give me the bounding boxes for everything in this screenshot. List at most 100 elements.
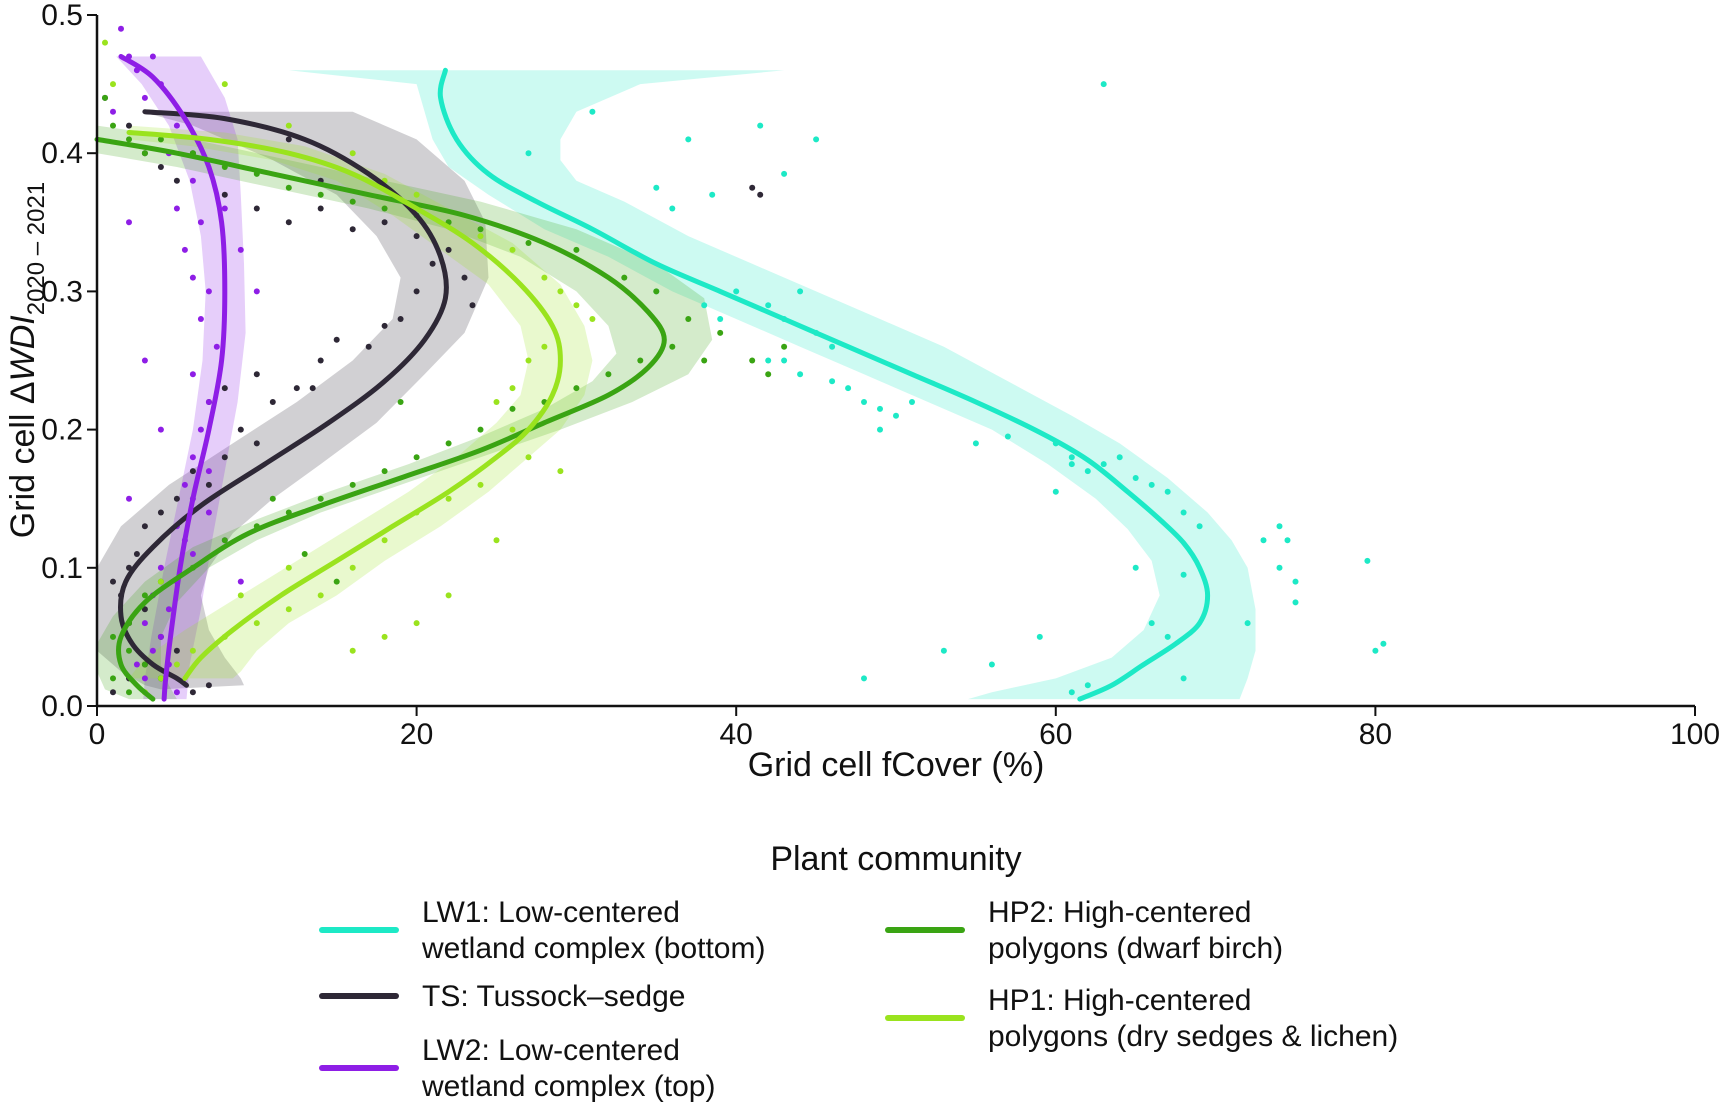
- hp1-point: [557, 288, 564, 295]
- lw2-point: [118, 25, 124, 32]
- y-tick-label: 0.2: [41, 414, 83, 447]
- lw2-point: [173, 205, 180, 212]
- hp1-point: [525, 454, 532, 461]
- hp1-point: [381, 537, 388, 544]
- hp1-point: [509, 246, 516, 253]
- lw1-point: [1284, 537, 1291, 544]
- lw2-point: [149, 53, 156, 60]
- lw2-point: [157, 564, 164, 571]
- hp1-point: [285, 564, 292, 571]
- y-axis-title-prefix: Grid cell Δ: [4, 381, 42, 538]
- hp2-point: [381, 205, 388, 212]
- lw1-point: [685, 136, 692, 143]
- x-tick-label: 80: [1359, 718, 1392, 751]
- ts-point: [285, 136, 292, 143]
- x-tick-label: 0: [89, 718, 106, 751]
- ts-point: [173, 177, 180, 184]
- ts-point: [397, 316, 404, 322]
- lw1-point: [781, 357, 788, 364]
- ts-point: [757, 191, 764, 198]
- ts-point: [381, 322, 388, 329]
- x-tick-label: 40: [720, 718, 753, 751]
- lw2-point: [197, 219, 204, 226]
- y-tick-label: 0.1: [41, 552, 83, 585]
- hp2-point: [413, 454, 420, 461]
- lw1-point: [1164, 488, 1171, 495]
- hp2-point: [573, 246, 580, 253]
- lw1-point: [1036, 633, 1043, 640]
- hp2-point: [141, 592, 148, 599]
- lw1-point: [909, 399, 915, 405]
- ts-point: [253, 440, 260, 447]
- hp2-point: [317, 191, 324, 198]
- legend-label-lw1: LW1: Low-centered: [422, 896, 680, 929]
- ts-point: [333, 336, 340, 343]
- hp2-point: [781, 343, 788, 350]
- hp1-point: [173, 661, 180, 668]
- hp1-point: [189, 647, 196, 654]
- hp1-point: [237, 592, 244, 599]
- hp2-point: [445, 440, 452, 447]
- lw1-point: [765, 357, 772, 364]
- ts-point: [173, 647, 180, 654]
- hp1-point: [445, 495, 452, 502]
- y-tick-label: 0.3: [41, 275, 83, 308]
- legend: Plant community LW1: Low-centeredwetland…: [319, 840, 1398, 1103]
- x-tick-label: 60: [1039, 718, 1072, 751]
- lw1-point: [701, 302, 708, 309]
- lw2-point: [157, 426, 164, 433]
- lw2-point: [189, 551, 196, 557]
- hp1-point: [102, 39, 108, 46]
- x-tick-label: 20: [400, 718, 433, 751]
- lw1-point: [1364, 557, 1371, 564]
- y-axis-title-variable: WDI: [4, 315, 42, 382]
- ts-point: [381, 219, 388, 226]
- ts-point: [221, 385, 228, 392]
- lw2-point: [181, 481, 188, 488]
- lw1-point: [1084, 468, 1091, 475]
- lw1-point: [1196, 523, 1203, 530]
- hp2-point: [605, 371, 612, 378]
- ts-point: [189, 689, 196, 696]
- hp2-point: [765, 371, 772, 378]
- legend-label-hp1: polygons (dry sedges & lichen): [988, 1020, 1398, 1053]
- ts-point: [205, 682, 212, 689]
- hp1-point: [509, 426, 516, 433]
- hp1-point: [509, 385, 516, 392]
- lw1-point: [525, 150, 532, 157]
- hp2-point: [301, 551, 308, 557]
- ts-point: [317, 205, 324, 212]
- y-axis-ticks: 0.0 0.1 0.2 0.3 0.4 0.5: [41, 0, 97, 723]
- legend-label-hp2: polygons (dwarf birch): [988, 932, 1283, 965]
- lw2-point: [173, 122, 180, 129]
- lw1-point: [1100, 461, 1107, 468]
- hp2-point: [110, 633, 116, 640]
- hp1-point: [285, 606, 292, 613]
- ts-point: [269, 399, 276, 405]
- hp1-point: [349, 564, 356, 571]
- ts-point: [469, 302, 476, 309]
- x-axis-ticks: 0 20 40 60 80 100: [89, 706, 1720, 751]
- hp2-point: [317, 495, 324, 502]
- lw2-point: [141, 94, 148, 101]
- lw1-point: [940, 647, 947, 654]
- ts-point: [237, 426, 244, 433]
- lw1-point: [845, 385, 852, 392]
- hp1-point: [317, 592, 324, 599]
- lw1-point: [653, 184, 660, 191]
- lw1-point: [1260, 537, 1267, 544]
- lw1-point: [861, 675, 867, 682]
- ts-point: [349, 226, 356, 233]
- y-tick-label: 0.0: [41, 690, 83, 723]
- fit-curves: [94, 54, 1211, 702]
- hp1-point: [557, 468, 564, 475]
- lw2-point: [110, 108, 116, 115]
- hp2-confidence-band: [97, 125, 713, 700]
- lw2-confidence-band: [116, 56, 246, 700]
- ts-point: [141, 606, 148, 613]
- lw1-point: [1180, 571, 1187, 578]
- hp1-point: [221, 81, 228, 88]
- lw1-point: [988, 661, 995, 668]
